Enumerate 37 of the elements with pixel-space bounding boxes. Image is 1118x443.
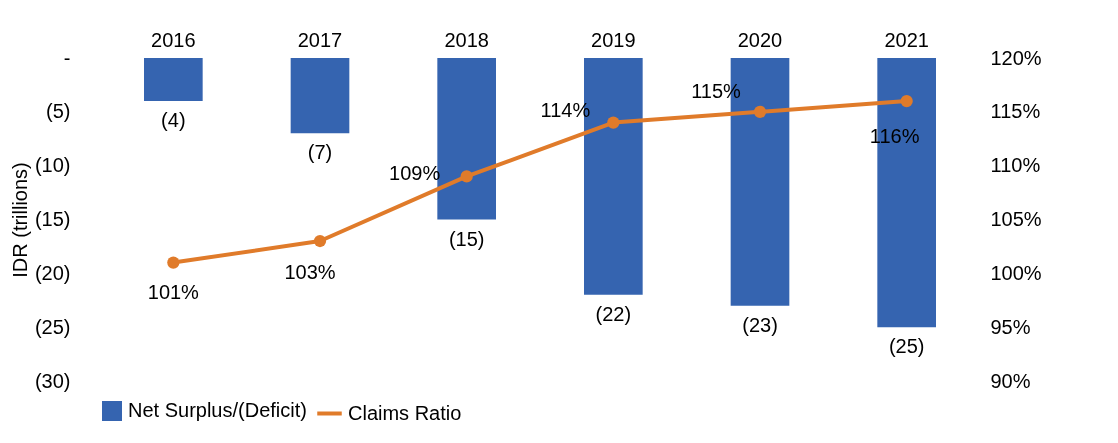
y-tick-label: - — [63, 46, 71, 69]
y-tick-label: (20) — [34, 261, 71, 284]
y2-tick-label: 100% — [990, 261, 1042, 284]
point — [753, 105, 767, 118]
legend-label: Net Surplus/(Deficit) — [128, 399, 307, 421]
y-axis-title: IDR (trillions) — [8, 162, 31, 278]
y-tick-label: (10) — [34, 154, 71, 177]
y2-tick-label: 105% — [990, 208, 1042, 230]
data-label: (23) — [742, 313, 778, 336]
y2-tick-label: 90% — [990, 369, 1031, 392]
point — [167, 256, 180, 269]
data-label: 101% — [147, 280, 200, 303]
x-tick-label: 2020 — [737, 28, 783, 51]
point — [607, 116, 620, 129]
data-label: (7) — [307, 141, 333, 164]
y-tick-label: (15) — [34, 208, 71, 230]
point — [900, 94, 913, 108]
data-label: (22) — [595, 302, 632, 325]
y-tick-label: (30) — [34, 369, 71, 392]
legend-label: Claims Ratio — [348, 401, 462, 424]
data-label: (4) — [161, 109, 186, 132]
x-tick-label: 2019 — [591, 28, 636, 51]
data-label: 103% — [284, 261, 336, 284]
data-label: (15) — [448, 227, 485, 250]
x-tick-label: 2018 — [444, 28, 489, 51]
y-tick-label: (5) — [46, 100, 71, 123]
data-label: (25) — [888, 335, 925, 358]
y2-tick-label: 95% — [990, 315, 1031, 338]
y2-tick-label: 115% — [990, 100, 1041, 123]
point — [313, 234, 327, 248]
point — [460, 170, 473, 183]
x-tick-label: 2017 — [297, 28, 343, 51]
y2-tick-label: 120% — [990, 46, 1042, 69]
y-tick-label: (25) — [34, 315, 71, 338]
x-tick-label: 2016 — [151, 28, 196, 51]
x-tick-label: 2021 — [884, 28, 929, 51]
y2-tick-label: 110% — [990, 154, 1041, 177]
